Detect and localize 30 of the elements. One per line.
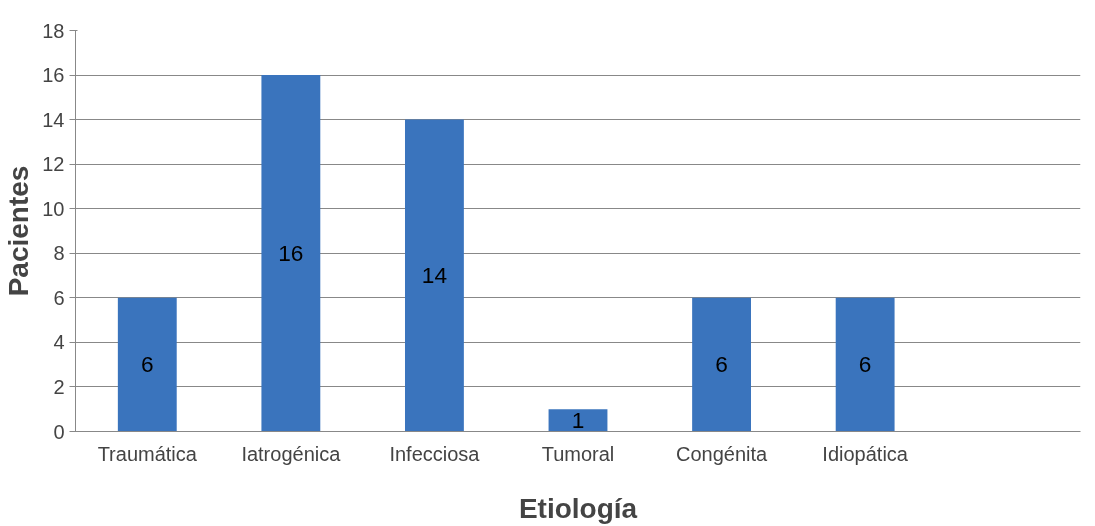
y-axis-title: Pacientes (3, 165, 35, 297)
bar (117, 297, 177, 432)
y-tick-label: 2 (53, 375, 65, 398)
data-label: 6 (858, 351, 872, 378)
bar (261, 75, 321, 432)
y-tick-label: 8 (53, 242, 65, 265)
y-tick-label: 12 (42, 153, 65, 176)
data-label: 6 (715, 351, 728, 378)
data-label: 16 (278, 239, 304, 266)
x-axis-title: Etiología (518, 492, 638, 524)
x-tick-label: Congénita (675, 442, 769, 465)
data-label: 1 (571, 406, 585, 433)
x-tick-label: Traumática (97, 442, 198, 465)
y-tick-label: 18 (42, 19, 65, 42)
bar (548, 409, 608, 432)
y-tick-label: 16 (42, 64, 65, 87)
x-tick-label: Tumoral (541, 442, 615, 465)
y-tick-label: 4 (53, 331, 65, 354)
y-tick-label: 6 (53, 286, 65, 309)
x-tick-label: Iatrogénica (241, 442, 342, 465)
y-tick-label: 14 (42, 108, 65, 131)
data-label: 6 (140, 351, 154, 378)
x-tick-label: Idiopática (822, 442, 909, 465)
data-label: 14 (421, 262, 448, 289)
y-tick-label: 10 (42, 197, 65, 220)
y-tick-label: 0 (53, 420, 65, 443)
bar (405, 119, 464, 432)
bar (692, 297, 751, 432)
x-tick-label: Infecciosa (389, 442, 481, 465)
bar (835, 297, 895, 432)
